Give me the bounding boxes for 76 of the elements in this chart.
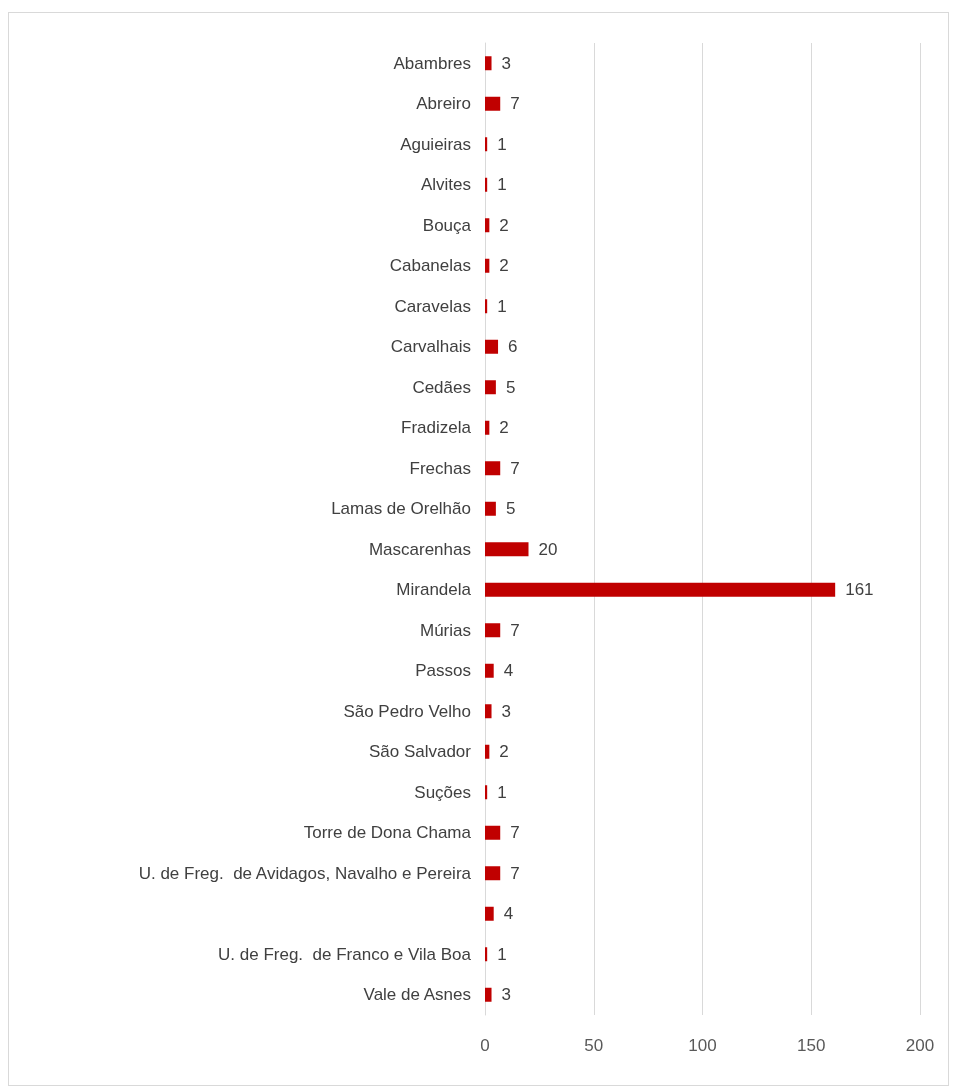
bar — [485, 137, 488, 152]
y-tick-label: Bouça — [422, 215, 472, 235]
bar — [485, 299, 488, 314]
bar — [485, 704, 492, 719]
bar — [485, 501, 496, 516]
bar — [485, 744, 490, 759]
data-label: 7 — [510, 863, 520, 883]
bar — [485, 623, 501, 638]
y-tick-label: Fradizela — [401, 418, 472, 438]
bar — [485, 582, 836, 597]
x-tick-label: 200 — [905, 1036, 935, 1055]
y-tick-label: Lamas de Orelhão — [331, 499, 471, 519]
data-label: 161 — [845, 580, 874, 600]
bar — [485, 461, 501, 476]
bar — [485, 96, 501, 111]
bar — [485, 825, 501, 840]
bar — [485, 339, 499, 354]
y-tick-label: Carvalhais — [390, 337, 471, 357]
bar — [485, 906, 494, 921]
data-label: 1 — [497, 782, 507, 802]
data-label: 2 — [499, 418, 509, 438]
bar — [485, 987, 492, 1002]
data-label: 3 — [501, 701, 511, 721]
data-label: 7 — [510, 458, 520, 478]
data-label: 1 — [497, 134, 507, 154]
y-tick-label: Torre de Dona Chama — [303, 823, 472, 843]
data-label: 20 — [538, 539, 558, 559]
data-label: 2 — [499, 215, 509, 235]
bar — [485, 218, 490, 233]
data-label: 5 — [505, 377, 516, 397]
data-label: 3 — [501, 53, 511, 73]
y-tick-label: Passos — [415, 661, 471, 681]
y-tick-label: Frechas — [409, 458, 471, 478]
y-tick-label: São Pedro Velho — [343, 701, 471, 721]
data-label: 1 — [497, 175, 507, 195]
y-tick-label: Aguieiras — [400, 134, 471, 154]
bar — [485, 947, 488, 962]
data-label: 7 — [510, 620, 520, 640]
bar — [485, 866, 501, 881]
data-label: 3 — [501, 985, 511, 1005]
data-label: 7 — [510, 94, 520, 114]
y-tick-label: Cabanelas — [389, 256, 471, 276]
y-tick-label: Abreiro — [416, 94, 471, 114]
data-label: 7 — [510, 823, 520, 843]
y-tick-label: Vale de Asnes — [363, 985, 471, 1005]
bar — [485, 380, 496, 395]
data-label: 4 — [503, 904, 514, 924]
bar — [485, 420, 490, 435]
bar — [485, 785, 488, 800]
bar — [485, 542, 529, 557]
data-label: 6 — [508, 337, 518, 357]
data-label: 1 — [497, 944, 507, 964]
data-label: 4 — [503, 661, 514, 681]
y-tick-label: São Salvador — [368, 742, 472, 762]
bar — [485, 56, 492, 71]
y-tick-label: Mascarenhas — [368, 539, 471, 559]
y-tick-label: Suções — [414, 782, 471, 802]
x-tick-label: 0 — [480, 1036, 490, 1055]
data-label: 5 — [505, 499, 516, 519]
data-label: 2 — [499, 742, 509, 762]
bar — [485, 663, 494, 678]
bar — [485, 258, 490, 273]
data-label: 1 — [497, 296, 507, 316]
y-tick-label: U. de Freg. de Avidagos, Navalho e Pereira — [138, 863, 472, 883]
y-tick-label: Abambres — [393, 53, 471, 73]
y-tick-label: Cedães — [412, 377, 471, 397]
data-label: 2 — [499, 256, 509, 276]
y-tick-label: Mirandela — [396, 580, 472, 600]
x-tick-label: 100 — [688, 1036, 717, 1055]
y-tick-label: Caravelas — [394, 296, 471, 316]
y-tick-label: Alvites — [420, 175, 471, 195]
x-tick-label: 150 — [797, 1036, 826, 1055]
y-tick-label: U. de Freg. de Franco e Vila Boa — [218, 944, 472, 964]
y-tick-label: Múrias — [419, 620, 471, 640]
bar — [485, 177, 488, 192]
x-tick-label: 50 — [584, 1036, 604, 1055]
